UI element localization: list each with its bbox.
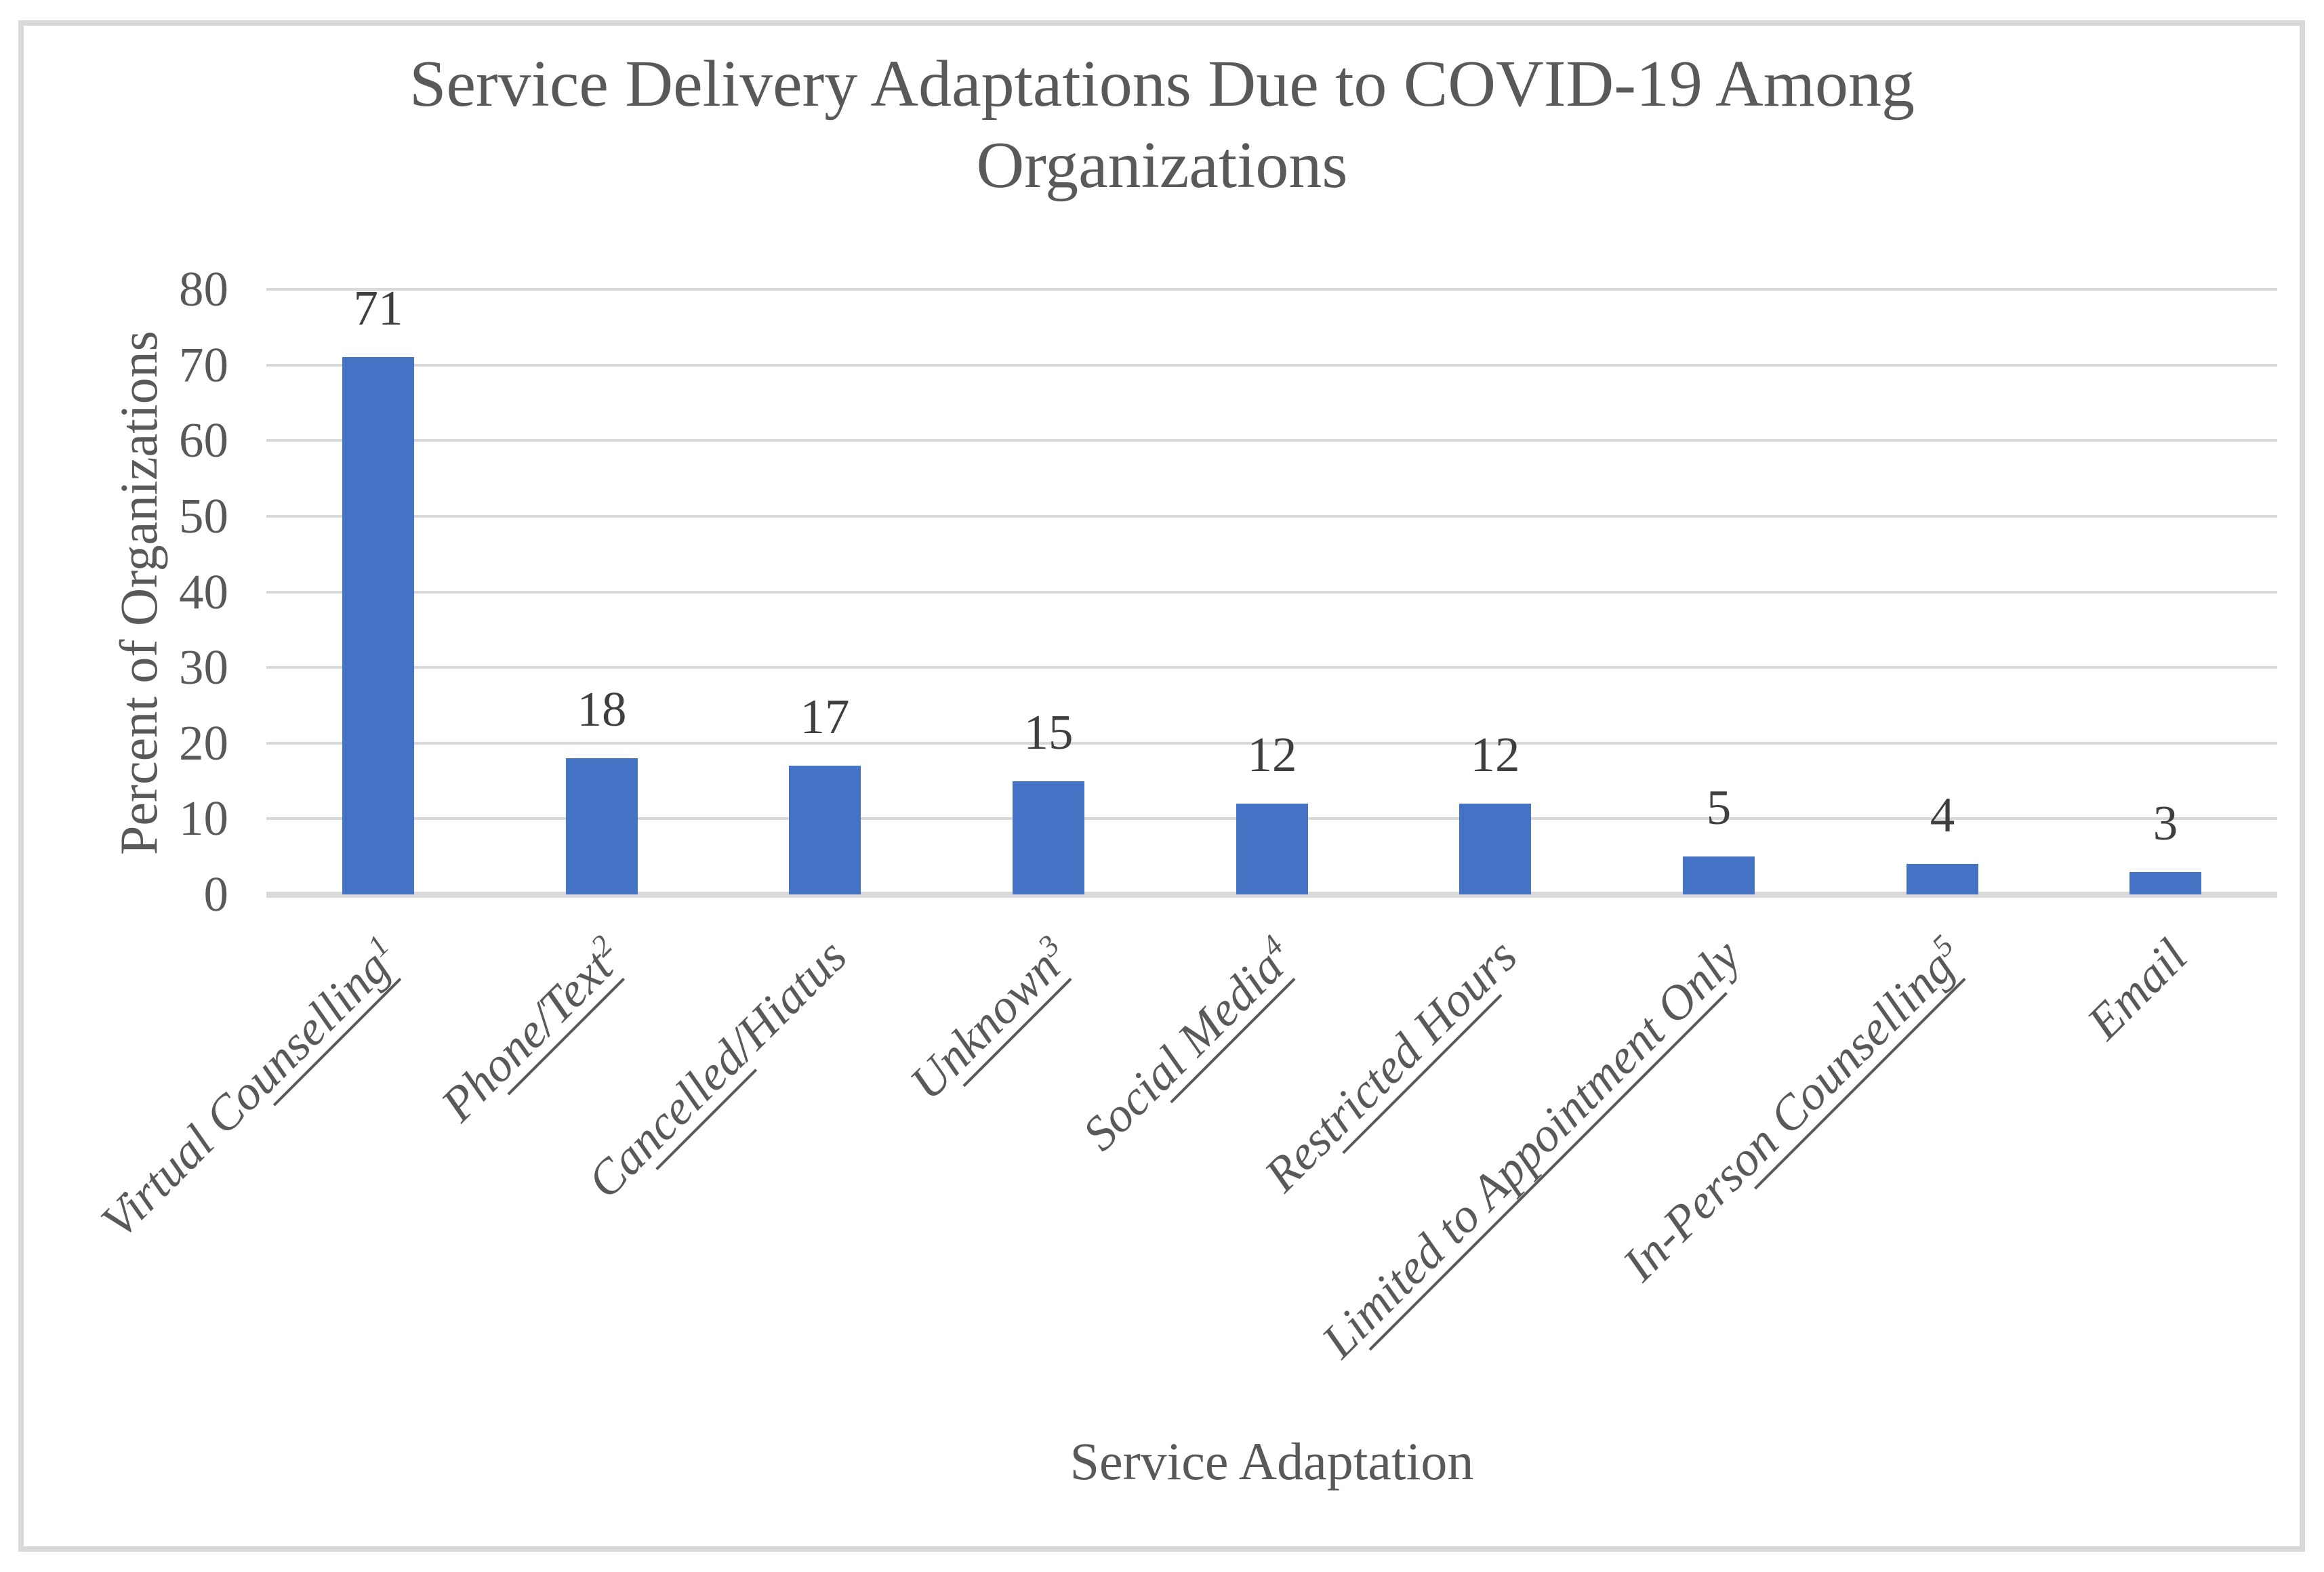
bar bbox=[1907, 864, 1978, 894]
x-axis-title: Service Adaptation bbox=[1069, 1432, 1474, 1491]
bar-value-label: 15 bbox=[1023, 705, 1074, 760]
chart-title-line1: Service Delivery Adaptations Due to COVI… bbox=[409, 47, 1915, 121]
y-tick-label: 0 bbox=[203, 867, 229, 922]
gridline bbox=[266, 666, 2277, 669]
bar-value-label: 4 bbox=[1930, 787, 1955, 842]
chart-title: Service Delivery Adaptations Due to COVI… bbox=[0, 43, 2324, 206]
bar bbox=[1013, 781, 1084, 894]
y-axis-title-text: Percent of Organizations bbox=[109, 331, 168, 855]
x-axis-line bbox=[266, 892, 2277, 898]
gridline bbox=[266, 363, 2277, 367]
bar bbox=[2129, 872, 2201, 894]
bar bbox=[566, 758, 638, 894]
bar bbox=[789, 766, 861, 894]
gridline bbox=[266, 741, 2277, 745]
gridline bbox=[266, 590, 2277, 594]
y-tick-label: 10 bbox=[179, 791, 228, 846]
y-tick-label: 20 bbox=[179, 715, 228, 770]
y-tick-label: 40 bbox=[179, 564, 228, 619]
y-tick-label: 70 bbox=[179, 337, 228, 392]
bar bbox=[1459, 804, 1531, 894]
bar-value-label: 18 bbox=[577, 682, 627, 737]
bar-value-label: 12 bbox=[1247, 727, 1297, 782]
bar-value-label: 71 bbox=[353, 281, 403, 335]
gridline bbox=[266, 439, 2277, 442]
gridline bbox=[266, 514, 2277, 518]
bar-value-label: 17 bbox=[800, 689, 850, 744]
chart-title-line2: Organizations bbox=[976, 129, 1348, 202]
bar bbox=[1683, 856, 1755, 894]
y-tick-label: 60 bbox=[179, 413, 228, 468]
bar bbox=[1236, 804, 1308, 894]
bar-value-label: 3 bbox=[2153, 795, 2178, 850]
bar bbox=[342, 357, 414, 894]
y-tick-label: 30 bbox=[179, 640, 228, 695]
y-tick-label: 80 bbox=[179, 262, 228, 316]
bar-value-label: 5 bbox=[1706, 780, 1732, 835]
y-tick-label: 50 bbox=[179, 488, 228, 543]
gridline bbox=[266, 288, 2277, 291]
bar-value-label: 12 bbox=[1470, 727, 1520, 782]
